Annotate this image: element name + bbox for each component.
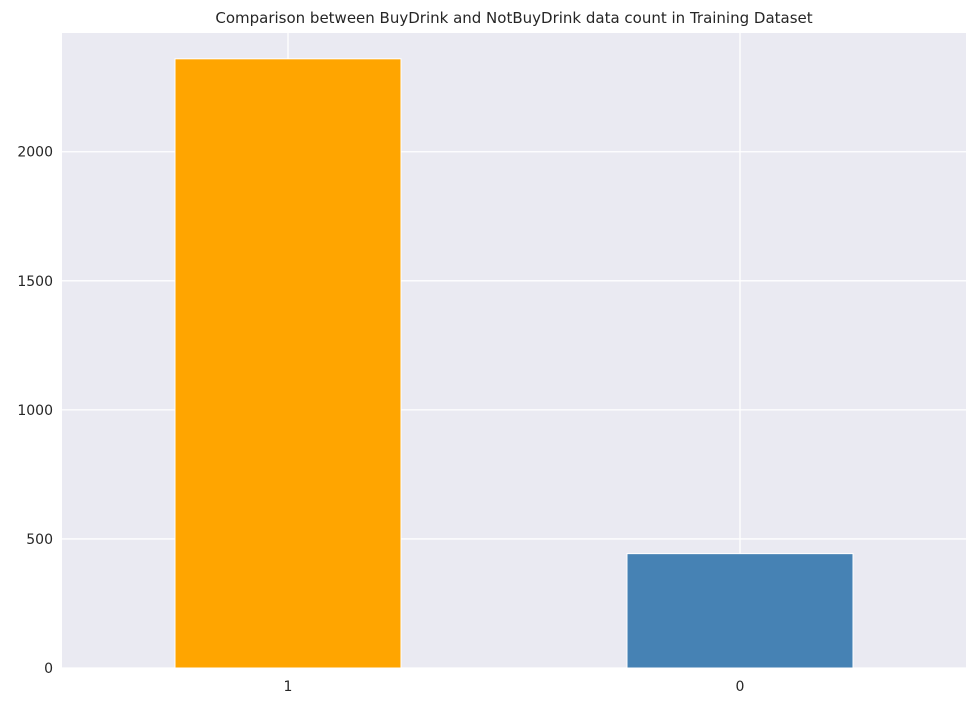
bar-0 <box>626 553 854 669</box>
y-tick-label: 2000 <box>17 145 53 161</box>
x-tick-label: 0 <box>736 679 745 695</box>
y-axis-ticks: 0 500 1000 1500 2000 <box>17 145 53 677</box>
chart-title: Comparison between BuyDrink and NotBuyDr… <box>215 9 812 27</box>
x-tick-label: 1 <box>284 679 293 695</box>
bar-1 <box>174 58 402 669</box>
y-tick-label: 1500 <box>17 274 53 290</box>
y-tick-label: 0 <box>44 661 53 677</box>
bars <box>174 58 854 669</box>
y-tick-label: 500 <box>26 532 53 548</box>
y-tick-label: 1000 <box>17 403 53 419</box>
